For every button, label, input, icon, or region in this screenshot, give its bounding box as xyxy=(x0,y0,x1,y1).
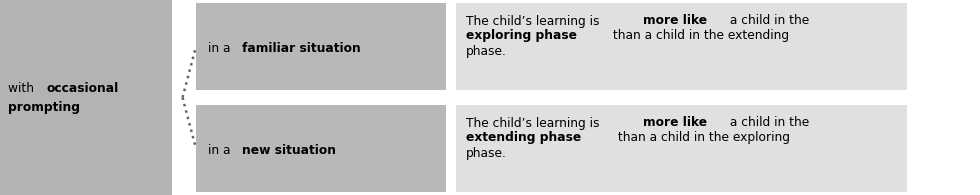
Text: familiar situation: familiar situation xyxy=(242,42,361,54)
Text: more like: more like xyxy=(643,14,708,27)
Bar xyxy=(196,105,446,192)
Text: phase.: phase. xyxy=(466,44,507,58)
Text: a child in the: a child in the xyxy=(726,116,808,129)
Text: extending phase: extending phase xyxy=(466,131,581,144)
Text: more like: more like xyxy=(643,116,708,129)
Text: in a: in a xyxy=(208,42,234,54)
Text: in a: in a xyxy=(208,144,234,157)
Bar xyxy=(196,3,446,90)
Text: new situation: new situation xyxy=(242,144,336,157)
Text: than a child in the exploring: than a child in the exploring xyxy=(614,131,791,144)
Text: exploring phase: exploring phase xyxy=(466,29,576,43)
Text: The child’s learning is: The child’s learning is xyxy=(466,14,603,27)
Text: with: with xyxy=(8,82,38,95)
Text: prompting: prompting xyxy=(8,100,80,113)
Text: than a child in the extending: than a child in the extending xyxy=(609,29,789,43)
Text: The child’s learning is: The child’s learning is xyxy=(466,116,603,129)
Bar xyxy=(0,0,172,195)
Text: a child in the: a child in the xyxy=(726,14,808,27)
Bar xyxy=(456,105,906,192)
Text: occasional: occasional xyxy=(46,82,119,95)
Bar xyxy=(456,3,906,90)
Text: phase.: phase. xyxy=(466,146,507,160)
